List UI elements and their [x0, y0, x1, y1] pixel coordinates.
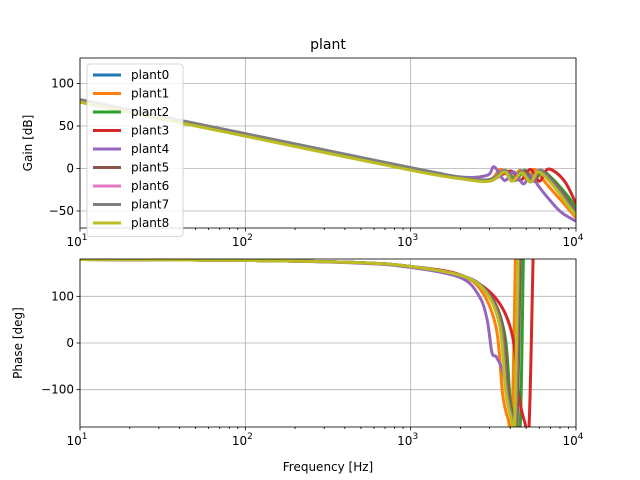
- legend-label: plant7: [131, 198, 169, 212]
- chart-title: plant: [310, 37, 346, 53]
- y-tick-label: 50: [59, 119, 74, 133]
- x-tick-label: 101: [66, 432, 87, 448]
- series-line-plant8: [80, 100, 576, 217]
- series-line-plant1: [80, 259, 517, 427]
- phase-y-tick-labels: −100 0 100: [41, 289, 74, 396]
- legend-label: plant4: [131, 142, 169, 156]
- legend-box: [86, 63, 184, 237]
- phase-tick-marks: [76, 295, 577, 431]
- x-tick-label: 103: [397, 432, 418, 448]
- gain-axes-frame: [79, 57, 577, 229]
- gain-y-tick-labels: −50 0 50 100: [49, 77, 74, 219]
- phase-panel: −100 0 100 101 102 103 104 Phase [deg] Freque…: [11, 258, 584, 474]
- legend-label: plant1: [131, 87, 169, 101]
- legend-label: plant3: [131, 124, 169, 138]
- x-tick-label: 104: [562, 432, 583, 448]
- y-tick-label: 100: [51, 289, 74, 303]
- phase-curves: [80, 259, 535, 427]
- phase-x-tick-labels: 101 102 103 104: [66, 432, 583, 448]
- x-tick-label: 101: [66, 233, 87, 249]
- series-line-plant7: [80, 259, 521, 427]
- y-tick-label: −100: [41, 383, 74, 397]
- series-line-plant6: [80, 259, 521, 427]
- legend-label: plant0: [131, 68, 169, 82]
- x-tick-label: 104: [562, 233, 583, 249]
- legend: plant0 plant1 plant2 plant3 plant4 plant5 plan…: [86, 63, 184, 237]
- legend-label: plant5: [131, 161, 169, 175]
- y-tick-label: 100: [51, 77, 74, 91]
- gain-y-axis-label: Gain [dB]: [21, 115, 35, 172]
- series-line-plant2: [80, 259, 525, 427]
- y-tick-label: −50: [49, 204, 74, 218]
- y-tick-label: 0: [66, 162, 74, 176]
- y-tick-label: 0: [66, 336, 74, 350]
- x-tick-label: 103: [397, 233, 418, 249]
- legend-label: plant6: [131, 179, 169, 193]
- series-line-plant5: [80, 259, 522, 427]
- gain-curves: [80, 98, 576, 223]
- phase-y-axis-label: Phase [deg]: [11, 307, 25, 379]
- series-line-plant3: [80, 259, 535, 427]
- legend-label: plant8: [131, 216, 169, 230]
- series-line-plant8: [80, 259, 520, 427]
- legend-label: plant2: [131, 105, 169, 119]
- x-axis-label: Frequency [Hz]: [283, 460, 374, 474]
- x-tick-label: 102: [232, 432, 253, 448]
- x-tick-label: 102: [232, 233, 253, 249]
